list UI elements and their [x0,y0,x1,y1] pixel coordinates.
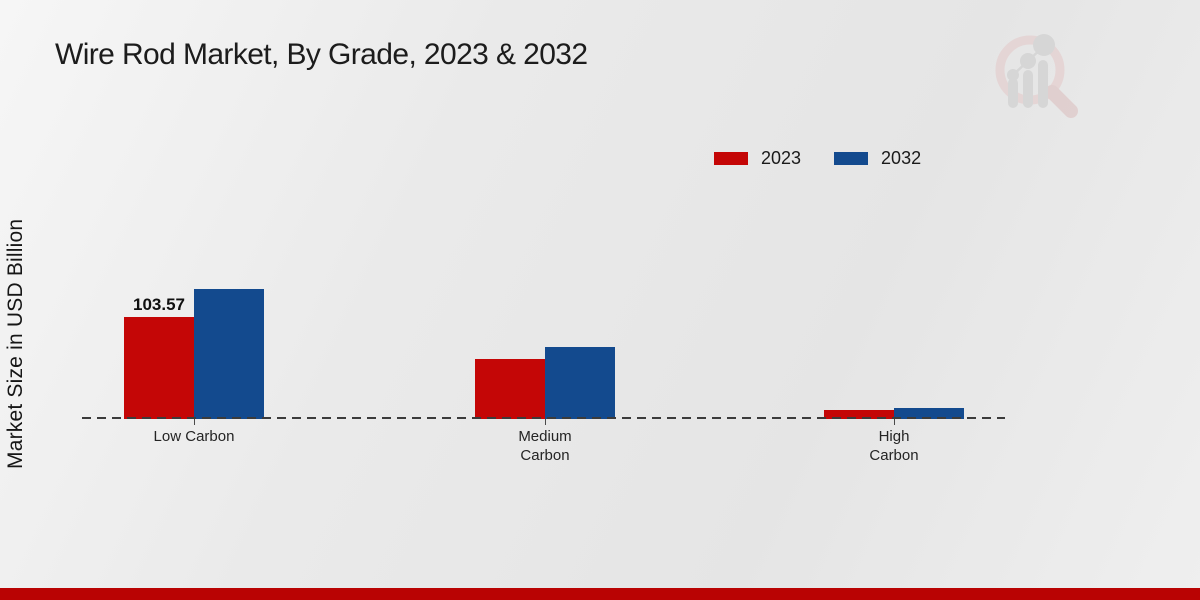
x-axis-category-label: Low Carbon [153,428,235,445]
legend-label-2023: 2023 [761,148,802,168]
bar-2032-medium-carbon [545,347,615,419]
x-axis-tick [545,419,546,425]
x-axis-tick [894,419,895,425]
bar-2023-medium-carbon [475,359,545,419]
x-axis-tick [194,419,195,425]
bottom-red-band [0,588,1200,600]
legend-label-2032: 2032 [881,148,922,168]
chart-title: Wire Rod Market, By Grade, 2023 & 2032 [55,38,588,71]
legend-item-2023: 2023 [714,148,801,169]
market-research-future-logo-icon [995,34,1078,118]
bar-2032-high-carbon [894,408,964,419]
legend: 2023 2032 [714,148,921,169]
legend-swatch-2032 [834,152,869,165]
bar-2032-low-carbon [194,289,264,419]
bar-value-label: 103.57 [133,295,185,314]
x-axis-category-label: High Carbon [869,428,919,464]
bar-2023-low-carbon [124,317,194,419]
legend-item-2032: 2032 [834,148,921,169]
bar-2023-high-carbon [824,410,894,419]
x-axis-baseline [82,417,1005,419]
legend-swatch-2023 [714,152,748,165]
x-axis-category-label: Medium Carbon [518,428,572,464]
